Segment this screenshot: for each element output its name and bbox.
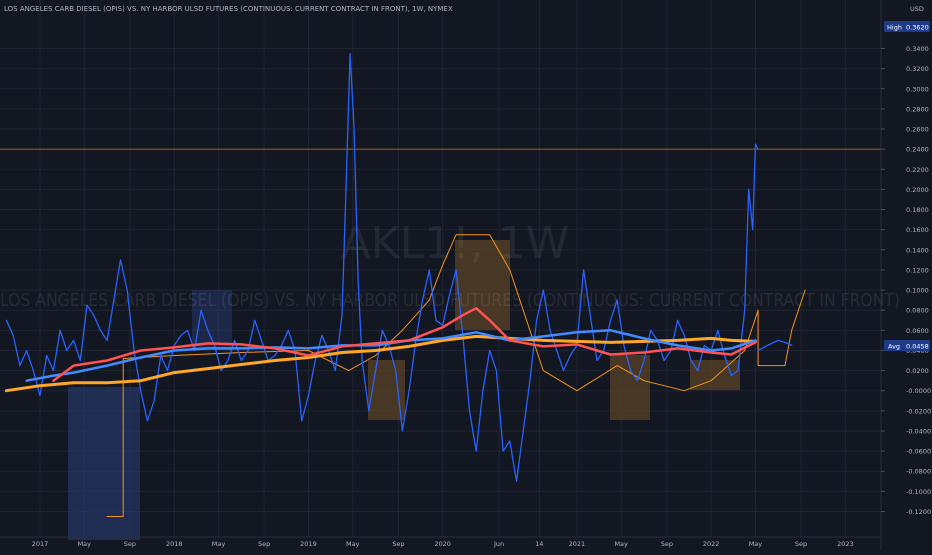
blue-band-2 <box>192 290 232 350</box>
orange-band-1 <box>455 240 510 330</box>
high-price-tag: High 0.3620 <box>884 21 930 32</box>
price-tick-label: 0.0800 <box>906 307 929 315</box>
price-tick-label: -0.0000 <box>906 387 931 395</box>
price-tick-label: 0.1600 <box>906 226 929 234</box>
time-tick-label: 2018 <box>166 540 183 548</box>
price-tick-label: -0.0200 <box>906 407 931 415</box>
blue-band-1 <box>68 387 140 540</box>
time-tick-label: May <box>346 540 360 548</box>
time-tick-label: 2023 <box>837 540 854 548</box>
time-axis[interactable]: 2017 May Sep 2018 May Sep 2019 May Sep 2020 Jun 14 2… <box>0 536 881 548</box>
time-tick-label: Sep <box>795 540 807 548</box>
price-tick-label: -0.1200 <box>906 508 931 516</box>
series-line-ma-mid <box>52 306 757 382</box>
price-axis[interactable]: 0.3400 0.3200 0.3000 0.2800 0.2600 0.2400 0.22… <box>880 0 931 550</box>
high-tag-value: 0.3620 <box>906 24 929 32</box>
time-tick-label: May <box>78 540 92 548</box>
price-tick-label: 0.1800 <box>906 206 929 214</box>
series <box>4 52 806 517</box>
price-tick-label: 0.1000 <box>906 287 929 295</box>
currency-label: USD <box>910 5 924 13</box>
time-tick-label: Sep <box>124 540 136 548</box>
time-tick-label: 2021 <box>569 540 586 548</box>
price-tick-label: -0.0400 <box>906 427 931 435</box>
series-line-spread <box>5 52 759 482</box>
orange-band-3 <box>610 355 650 420</box>
price-tick-label: 0.3400 <box>906 45 929 53</box>
price-tick-label: 0.1200 <box>906 266 929 274</box>
time-tick-label: Sep <box>258 540 270 548</box>
avg-tag-label: Avg <box>888 343 900 351</box>
high-tag-label: High <box>887 24 902 32</box>
time-tick-label: 2019 <box>300 540 317 548</box>
watermark-description: LOS ANGELES CARB DIESEL (OPIS) VS. NY HA… <box>0 290 900 311</box>
price-tick-label: 0.2200 <box>906 166 929 174</box>
series-line-orange-thin <box>106 234 806 517</box>
price-tick-label: 0.3200 <box>906 65 929 73</box>
price-tick-label: 0.2400 <box>906 146 929 154</box>
avg-price-tag: Avg 0.0458 <box>884 340 930 351</box>
price-tick-label: 0.2000 <box>906 186 929 194</box>
watermark-symbol: AKL1!, 1W <box>341 218 570 269</box>
price-tick-label: -0.1000 <box>906 488 931 496</box>
price-tick-label: 0.1400 <box>906 246 929 254</box>
time-tick-label: 2017 <box>32 540 49 548</box>
price-tick-label: -0.0800 <box>906 468 931 476</box>
time-tick-label: May <box>749 540 763 548</box>
time-tick-label: 14 <box>535 540 543 548</box>
price-tick-label: 0.2600 <box>906 126 929 134</box>
time-tick-label: Sep <box>661 540 673 548</box>
time-tick-label: Jun <box>493 540 504 548</box>
time-tick-label: 2020 <box>434 540 451 548</box>
price-tick-label: 0.3000 <box>906 85 929 93</box>
avg-tag-value: 0.0458 <box>906 343 929 351</box>
series-line-ma-long <box>4 334 757 393</box>
orange-band-2 <box>368 360 405 420</box>
time-tick-label: Sep <box>392 540 404 548</box>
time-tick-label: May <box>614 540 628 548</box>
price-tick-label: -0.0600 <box>906 448 931 456</box>
price-tick-label: 0.0200 <box>906 367 929 375</box>
orange-band-4 <box>690 360 740 390</box>
chart-title: LOS ANGELES CARB DIESEL (OPIS) VS. NY HA… <box>4 5 453 13</box>
grid <box>0 0 881 537</box>
price-tick-label: 0.2800 <box>906 105 929 113</box>
price-tick-label: 0.0600 <box>906 327 929 335</box>
series-line-tail-blue <box>757 339 793 352</box>
time-tick-label: 2022 <box>703 540 720 548</box>
time-tick-label: May <box>212 540 226 548</box>
